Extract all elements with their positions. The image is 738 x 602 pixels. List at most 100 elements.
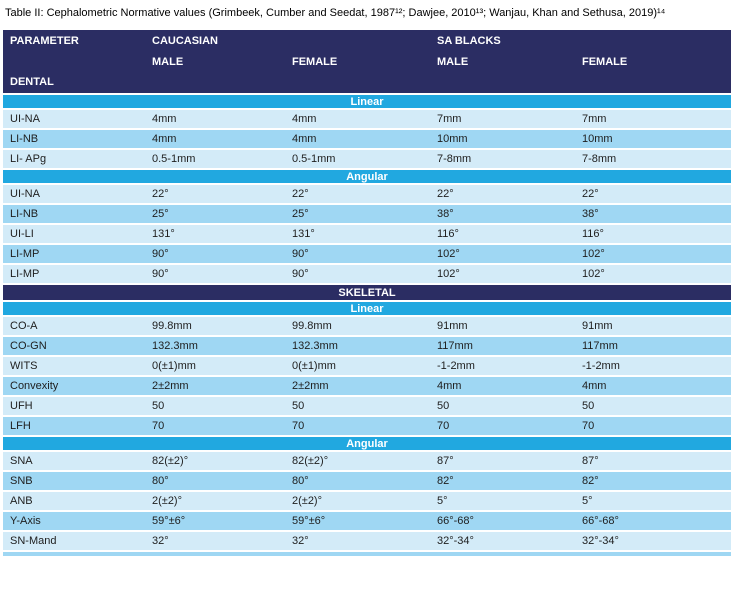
parameter-cell: LFH — [10, 420, 31, 432]
table-row: SNB 80° 80° 82° 82° — [3, 472, 731, 492]
value-cell: 0.5-1mm — [152, 153, 196, 165]
table-row: Y-Axis 59°±6° 59°±6° 66°-68° 66°-68° — [3, 512, 731, 532]
value-cell: 4mm — [152, 133, 177, 145]
table-row: UI-NA 22° 22° 22° 22° — [3, 185, 731, 205]
table-row: SN-Mand 32° 32° 32°-34° 32°-34° — [3, 532, 731, 552]
table-body: Linear UI-NA 4mm 4mm 7mm 7mm LI-NB 4mm 4mm 10mm 10… — [3, 95, 731, 552]
table-row: LI-MP 90° 90° 102° 102° — [3, 245, 731, 265]
table-row: UFH 50 50 50 50 — [3, 397, 731, 417]
parameter-cell: ANB — [10, 495, 33, 507]
value-cell: 82(±2)° — [292, 455, 329, 467]
header-subcol-sa-male: MALE — [437, 55, 469, 68]
table-row: LI-NB 4mm 4mm 10mm 10mm — [3, 130, 731, 150]
value-cell: 50 — [437, 400, 450, 412]
section-band-angular: Angular — [3, 437, 731, 452]
value-cell: 87° — [582, 455, 599, 467]
section-band-skeletal: SKELETAL — [3, 285, 731, 302]
value-cell: 25° — [292, 208, 309, 220]
value-cell: 99.8mm — [292, 320, 332, 332]
value-cell: 99.8mm — [152, 320, 192, 332]
section-band-label: Linear — [350, 96, 384, 108]
table-row: Convexity 2±2mm 2±2mm 4mm 4mm — [3, 377, 731, 397]
value-cell: 7mm — [582, 113, 607, 125]
value-cell: -1-2mm — [437, 360, 475, 372]
section-band-linear: Linear — [3, 95, 731, 110]
value-cell: 0.5-1mm — [292, 153, 336, 165]
section-band-label: Angular — [346, 438, 388, 450]
value-cell: 80° — [292, 475, 309, 487]
section-band-angular: Angular — [3, 170, 731, 185]
value-cell: 82° — [582, 475, 599, 487]
value-cell: 91mm — [437, 320, 468, 332]
value-cell: -1-2mm — [582, 360, 620, 372]
table-row: LFH 70 70 70 70 — [3, 417, 731, 437]
table-row: UI-NA 4mm 4mm 7mm 7mm — [3, 110, 731, 130]
value-cell: 90° — [292, 268, 309, 280]
value-cell: 132.3mm — [292, 340, 338, 352]
value-cell: 87° — [437, 455, 454, 467]
value-cell: 4mm — [437, 380, 462, 392]
table-row: ANB 2(±2)° 2(±2)° 5° 5° — [3, 492, 731, 512]
value-cell: 82(±2)° — [152, 455, 189, 467]
value-cell: 32° — [292, 535, 309, 547]
value-cell: 2(±2)° — [152, 495, 182, 507]
table-row: LI- APg 0.5-1mm 0.5-1mm 7-8mm 7-8mm — [3, 150, 731, 170]
section-band-label: Linear — [350, 303, 384, 315]
header-subcol-sa-female: FEMALE — [582, 55, 628, 68]
value-cell: 116° — [582, 228, 604, 240]
section-band-label: Angular — [346, 171, 388, 183]
value-cell: 50 — [292, 400, 305, 412]
value-cell: 22° — [152, 188, 169, 200]
parameter-cell: CO-A — [10, 320, 38, 332]
header-parameter: PARAMETER — [10, 34, 79, 47]
value-cell: 59°±6° — [152, 515, 186, 527]
value-cell: 70 — [292, 420, 305, 432]
cephalometric-table: PARAMETER CAUCASIAN SA BLACKS MALE FEMAL… — [3, 30, 731, 556]
value-cell: 5° — [437, 495, 448, 507]
header-subcolumn-row: MALE FEMALE MALE FEMALE — [3, 51, 731, 72]
value-cell: 90° — [152, 268, 169, 280]
value-cell: 82° — [437, 475, 454, 487]
value-cell: 0(±1)mm — [292, 360, 336, 372]
header-subcol-caucasian-male: MALE — [152, 55, 184, 68]
table-header: PARAMETER CAUCASIAN SA BLACKS MALE FEMAL… — [3, 30, 731, 95]
parameter-cell: LI-MP — [10, 248, 40, 260]
value-cell: 38° — [582, 208, 599, 220]
parameter-cell: Convexity — [10, 380, 59, 392]
value-cell: 5° — [582, 495, 593, 507]
parameter-cell: LI- APg — [10, 153, 47, 165]
table-caption: Table II: Cephalometric Normative values… — [5, 7, 666, 19]
value-cell: 4mm — [292, 113, 317, 125]
value-cell: 50 — [582, 400, 595, 412]
value-cell: 2±2mm — [152, 380, 189, 392]
value-cell: 4mm — [292, 133, 317, 145]
table-row: CO-GN 132.3mm 132.3mm 117mm 117mm — [3, 337, 731, 357]
value-cell: 70 — [437, 420, 450, 432]
value-cell: 66°-68° — [582, 515, 619, 527]
value-cell: 66°-68° — [437, 515, 474, 527]
value-cell: 131° — [152, 228, 175, 240]
parameter-cell: SN-Mand — [10, 535, 57, 547]
section-band-label: SKELETAL — [338, 287, 396, 299]
value-cell: 59°±6° — [292, 515, 326, 527]
parameter-cell: SNB — [10, 475, 33, 487]
value-cell: 32°-34° — [582, 535, 619, 547]
value-cell: 131° — [292, 228, 315, 240]
value-cell: 91mm — [582, 320, 613, 332]
value-cell: 70 — [152, 420, 165, 432]
parameter-cell: UI-LI — [10, 228, 34, 240]
parameter-cell: LI-NB — [10, 208, 39, 220]
table-row: LI-NB 25° 25° 38° 38° — [3, 205, 731, 225]
table-bottom-strip — [3, 552, 731, 556]
table-row: WITS 0(±1)mm 0(±1)mm -1-2mm -1-2mm — [3, 357, 731, 377]
value-cell: 102° — [582, 248, 605, 260]
value-cell: 116° — [437, 228, 459, 240]
value-cell: 7-8mm — [582, 153, 617, 165]
value-cell: 4mm — [152, 113, 177, 125]
value-cell: 132.3mm — [152, 340, 198, 352]
value-cell: 102° — [582, 268, 605, 280]
value-cell: 80° — [152, 475, 169, 487]
value-cell: 0(±1)mm — [152, 360, 196, 372]
value-cell: 90° — [292, 248, 309, 260]
